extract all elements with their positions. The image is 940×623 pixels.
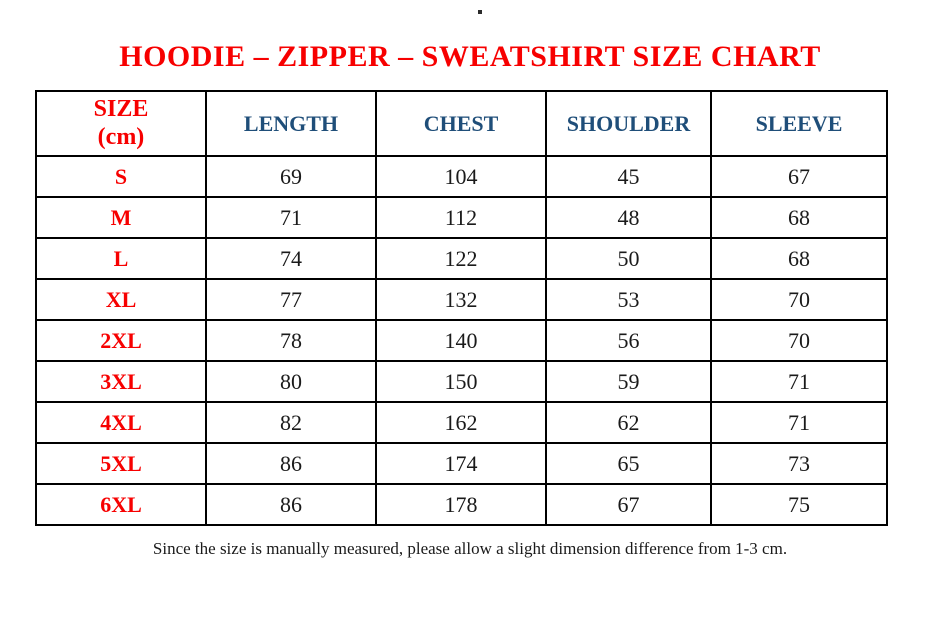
table-row: S 69 104 45 67	[35, 155, 888, 198]
header-cell-length: LENGTH	[205, 90, 377, 157]
chest-cell: 122	[375, 237, 547, 280]
size-chart-table: SIZE (cm) LENGTH CHEST SHOULDER SLEEVE S…	[35, 90, 888, 526]
chest-cell: 140	[375, 319, 547, 362]
shoulder-cell: 48	[545, 196, 712, 239]
header-cell-chest: CHEST	[375, 90, 547, 157]
size-cell: 2XL	[35, 319, 207, 362]
table-row: XL 77 132 53 70	[35, 278, 888, 321]
size-header-unit: (cm)	[97, 123, 145, 150]
size-cell: S	[35, 155, 207, 198]
chest-cell: 162	[375, 401, 547, 444]
table-header-row: SIZE (cm) LENGTH CHEST SHOULDER SLEEVE	[35, 90, 888, 157]
size-cell: 5XL	[35, 442, 207, 485]
measurement-disclaimer: Since the size is manually measured, ple…	[152, 539, 788, 558]
length-cell: 69	[205, 155, 377, 198]
stray-dot-mark	[478, 10, 482, 14]
table-row: 6XL 86 178 67 75	[35, 483, 888, 526]
page-title: HOODIE – ZIPPER – SWEATSHIRT SIZE CHART	[119, 40, 821, 73]
sleeve-cell: 71	[710, 360, 888, 403]
shoulder-cell: 62	[545, 401, 712, 444]
sleeve-cell: 68	[710, 196, 888, 239]
size-cell: L	[35, 237, 207, 280]
length-cell: 82	[205, 401, 377, 444]
table-row: 2XL 78 140 56 70	[35, 319, 888, 362]
table-row: 4XL 82 162 62 71	[35, 401, 888, 444]
chest-cell: 132	[375, 278, 547, 321]
size-cell: M	[35, 196, 207, 239]
shoulder-cell: 45	[545, 155, 712, 198]
header-cell-size: SIZE (cm)	[35, 90, 207, 157]
header-cell-sleeve: SLEEVE	[710, 90, 888, 157]
table-row: M 71 112 48 68	[35, 196, 888, 239]
chest-cell: 174	[375, 442, 547, 485]
size-cell: 6XL	[35, 483, 207, 526]
chest-cell: 112	[375, 196, 547, 239]
shoulder-cell: 67	[545, 483, 712, 526]
size-cell: 3XL	[35, 360, 207, 403]
length-cell: 71	[205, 196, 377, 239]
table-row: 5XL 86 174 65 73	[35, 442, 888, 485]
chest-cell: 104	[375, 155, 547, 198]
shoulder-cell: 56	[545, 319, 712, 362]
shoulder-cell: 53	[545, 278, 712, 321]
shoulder-cell: 65	[545, 442, 712, 485]
sleeve-cell: 70	[710, 278, 888, 321]
length-cell: 77	[205, 278, 377, 321]
length-cell: 74	[205, 237, 377, 280]
length-cell: 78	[205, 319, 377, 362]
sleeve-cell: 71	[710, 401, 888, 444]
table-row: L 74 122 50 68	[35, 237, 888, 280]
length-cell: 80	[205, 360, 377, 403]
chest-cell: 150	[375, 360, 547, 403]
sleeve-cell: 73	[710, 442, 888, 485]
length-cell: 86	[205, 442, 377, 485]
shoulder-cell: 50	[545, 237, 712, 280]
sleeve-cell: 70	[710, 319, 888, 362]
size-cell: XL	[35, 278, 207, 321]
shoulder-cell: 59	[545, 360, 712, 403]
header-cell-shoulder: SHOULDER	[545, 90, 712, 157]
length-cell: 86	[205, 483, 377, 526]
sleeve-cell: 75	[710, 483, 888, 526]
sleeve-cell: 68	[710, 237, 888, 280]
size-cell: 4XL	[35, 401, 207, 444]
chest-cell: 178	[375, 483, 547, 526]
size-header-label: SIZE	[93, 95, 149, 122]
table-row: 3XL 80 150 59 71	[35, 360, 888, 403]
sleeve-cell: 67	[710, 155, 888, 198]
